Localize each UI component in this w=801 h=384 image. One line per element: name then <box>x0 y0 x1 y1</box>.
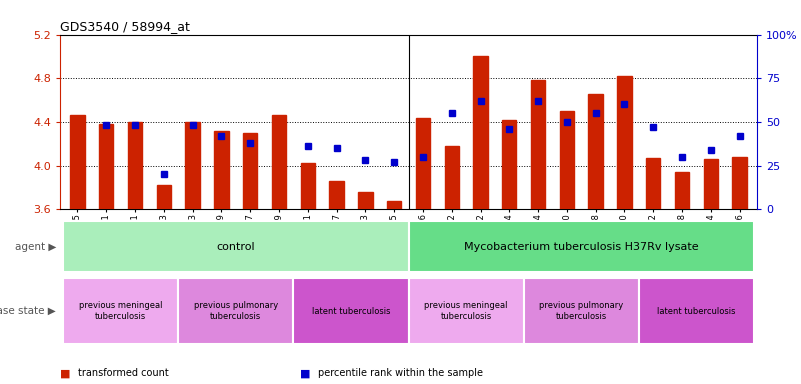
Bar <box>243 133 257 209</box>
Text: percentile rank within the sample: percentile rank within the sample <box>318 368 483 378</box>
Text: ■: ■ <box>300 368 311 378</box>
Bar <box>409 221 754 272</box>
Bar <box>178 278 293 344</box>
Bar <box>502 120 517 209</box>
Text: previous pulmonary
tuberculosis: previous pulmonary tuberculosis <box>539 301 623 321</box>
Bar <box>293 278 409 344</box>
Text: disease state ▶: disease state ▶ <box>0 306 56 316</box>
Bar <box>300 164 315 209</box>
Bar <box>272 115 286 209</box>
Text: GDS3540 / 58994_at: GDS3540 / 58994_at <box>60 20 190 33</box>
Text: ■: ■ <box>60 368 70 378</box>
Text: control: control <box>216 242 255 252</box>
Bar <box>329 181 344 209</box>
Bar <box>639 278 754 344</box>
Bar <box>63 278 178 344</box>
Bar <box>675 172 690 209</box>
Bar <box>99 124 114 209</box>
Text: previous meningeal
tuberculosis: previous meningeal tuberculosis <box>425 301 508 321</box>
Bar <box>618 76 632 209</box>
Bar <box>524 278 639 344</box>
Bar <box>214 131 228 209</box>
Bar <box>387 200 401 209</box>
Bar <box>589 94 603 209</box>
Text: latent tuberculosis: latent tuberculosis <box>312 306 390 316</box>
Bar <box>127 122 142 209</box>
Bar <box>70 115 85 209</box>
Bar <box>409 278 524 344</box>
Bar <box>156 185 171 209</box>
Bar <box>358 192 372 209</box>
Text: latent tuberculosis: latent tuberculosis <box>658 306 736 316</box>
Bar <box>560 111 574 209</box>
Bar <box>732 157 747 209</box>
Bar <box>416 118 430 209</box>
Bar <box>646 158 661 209</box>
Text: previous meningeal
tuberculosis: previous meningeal tuberculosis <box>78 301 163 321</box>
Text: agent ▶: agent ▶ <box>14 242 56 252</box>
Bar <box>445 146 459 209</box>
Text: Mycobacterium tuberculosis H37Rv lysate: Mycobacterium tuberculosis H37Rv lysate <box>464 242 698 252</box>
Bar <box>185 122 199 209</box>
Bar <box>63 221 409 272</box>
Text: transformed count: transformed count <box>78 368 168 378</box>
Text: previous pulmonary
tuberculosis: previous pulmonary tuberculosis <box>194 301 278 321</box>
Bar <box>531 80 545 209</box>
Bar <box>703 159 718 209</box>
Bar <box>473 56 488 209</box>
